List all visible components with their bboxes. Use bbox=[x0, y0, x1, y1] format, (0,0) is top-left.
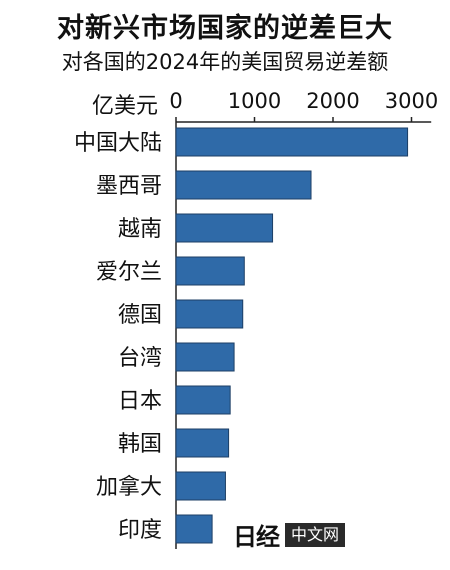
bar bbox=[175, 514, 213, 544]
category-label: 加拿大 bbox=[96, 474, 162, 500]
bar bbox=[175, 299, 244, 329]
category-label: 日本 bbox=[118, 389, 162, 414]
nikkei-logo: 日经 中文网 bbox=[233, 517, 346, 552]
bar bbox=[175, 213, 274, 243]
category-label: 德国 bbox=[118, 303, 162, 328]
bar bbox=[175, 127, 409, 157]
category-label: 爱尔兰 bbox=[96, 260, 162, 285]
category-label: 台湾 bbox=[118, 346, 162, 371]
bar bbox=[175, 170, 312, 200]
category-label: 越南 bbox=[118, 217, 162, 242]
x-tick-label: 3000 bbox=[385, 89, 438, 113]
bar bbox=[175, 385, 231, 415]
category-label: 韩国 bbox=[118, 432, 162, 457]
chart-title: 对新兴市场国家的逆差巨大 bbox=[57, 13, 393, 44]
bar bbox=[175, 428, 230, 458]
unit-label: 亿美元 bbox=[92, 94, 159, 119]
logo-text: 中文网 bbox=[285, 522, 346, 547]
bar bbox=[175, 342, 235, 372]
category-label: 印度 bbox=[118, 518, 162, 543]
x-tick-label: 2000 bbox=[306, 89, 359, 113]
logo-mark: 日经 bbox=[233, 522, 280, 551]
category-label: 墨西哥 bbox=[96, 174, 162, 199]
chart-subtitle: 对各国的2024年的美国贸易逆差额 bbox=[61, 50, 389, 74]
x-tick-label: 0 bbox=[169, 89, 182, 113]
bar bbox=[175, 471, 226, 501]
bar bbox=[175, 256, 245, 286]
category-label: 中国大陆 bbox=[74, 131, 162, 156]
x-tick-label: 1000 bbox=[228, 89, 281, 113]
